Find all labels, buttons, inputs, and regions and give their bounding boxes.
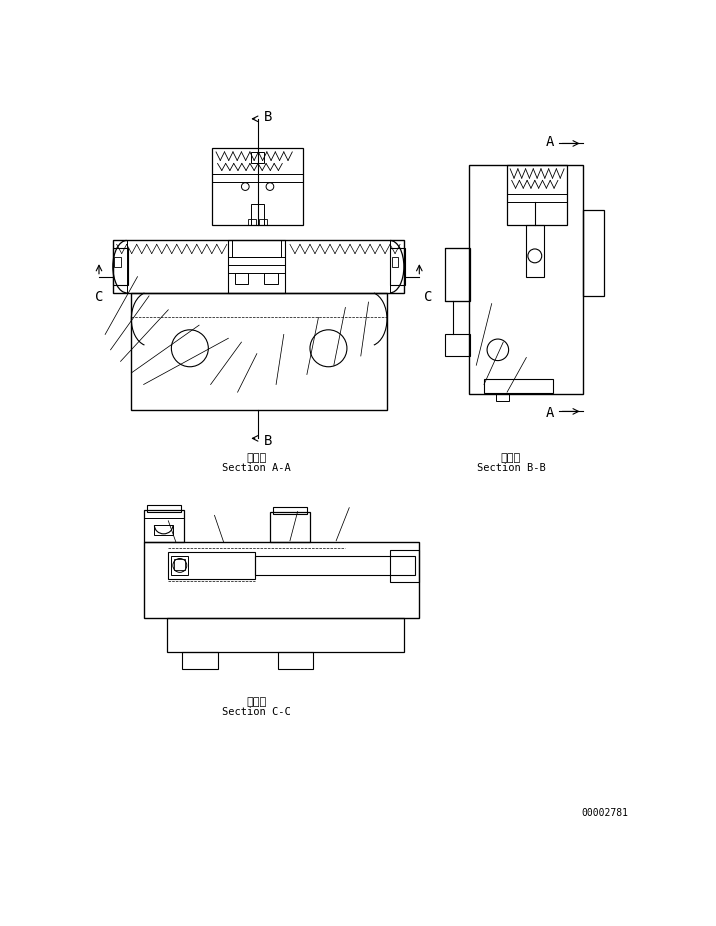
Bar xyxy=(115,257,120,267)
Bar xyxy=(278,653,313,669)
Text: 00002781: 00002781 xyxy=(581,808,629,819)
Bar xyxy=(168,552,254,580)
Bar xyxy=(144,510,184,543)
Bar xyxy=(270,511,310,543)
Bar xyxy=(235,273,248,283)
Text: C: C xyxy=(424,291,432,305)
Text: C: C xyxy=(95,291,104,305)
Text: Section B-B: Section B-B xyxy=(477,463,546,472)
Bar xyxy=(251,152,263,163)
Bar xyxy=(445,248,470,301)
Bar xyxy=(171,557,188,575)
Text: Section C-C: Section C-C xyxy=(223,707,291,718)
Bar xyxy=(484,379,553,393)
Bar xyxy=(113,248,128,285)
Bar xyxy=(182,653,218,669)
Bar xyxy=(445,334,470,356)
Text: B: B xyxy=(264,110,273,124)
Bar xyxy=(390,248,405,285)
Bar xyxy=(248,219,256,225)
Text: 断　面: 断 面 xyxy=(247,697,267,707)
Text: 断　面: 断 面 xyxy=(247,453,267,463)
Bar xyxy=(131,293,387,410)
Circle shape xyxy=(310,330,347,367)
Bar xyxy=(392,257,398,267)
Bar xyxy=(175,559,185,570)
Text: B: B xyxy=(264,433,273,447)
Bar xyxy=(583,209,604,296)
Bar xyxy=(507,165,567,225)
Bar xyxy=(144,518,184,543)
Bar xyxy=(468,165,583,394)
Bar xyxy=(212,148,303,225)
Bar xyxy=(232,241,281,257)
Bar xyxy=(526,225,544,278)
Circle shape xyxy=(528,249,542,263)
Bar xyxy=(228,241,286,293)
Bar xyxy=(259,219,267,225)
Text: Section A-A: Section A-A xyxy=(223,463,291,472)
Text: 断　面: 断 面 xyxy=(500,453,521,463)
Bar xyxy=(167,618,404,653)
Bar xyxy=(144,543,420,618)
Text: A: A xyxy=(546,135,554,149)
Circle shape xyxy=(173,558,187,572)
Bar xyxy=(147,506,180,512)
Bar xyxy=(273,507,307,514)
Bar xyxy=(251,204,263,225)
Bar xyxy=(390,550,420,582)
Bar xyxy=(113,241,404,293)
Circle shape xyxy=(487,339,508,360)
Circle shape xyxy=(241,182,249,191)
Bar xyxy=(254,557,415,575)
Text: A: A xyxy=(546,406,554,420)
Bar xyxy=(263,273,278,283)
Bar xyxy=(155,525,173,534)
Circle shape xyxy=(171,330,208,367)
Circle shape xyxy=(266,182,274,191)
Bar xyxy=(495,393,509,401)
